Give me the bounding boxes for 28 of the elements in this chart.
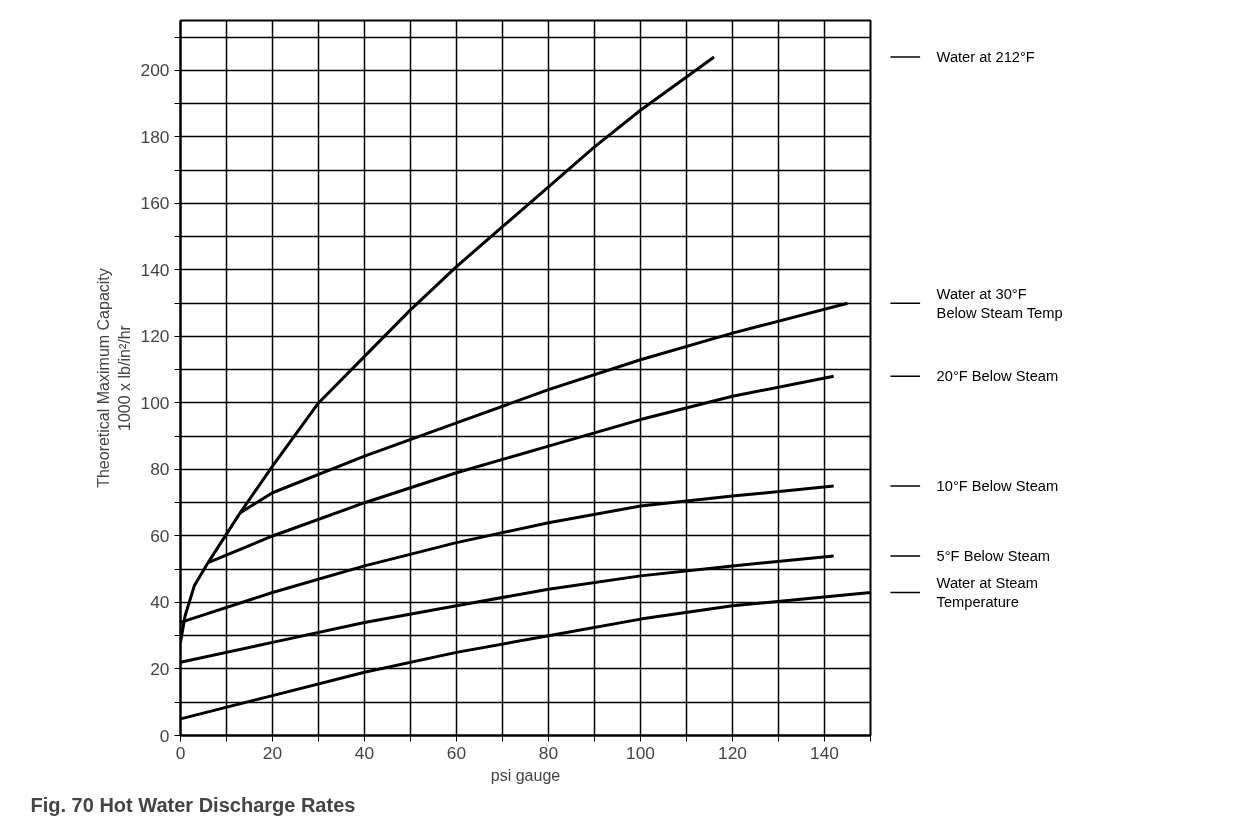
legend-label: 10°F Below Steam xyxy=(936,478,1059,495)
y-axis-title: Theoretical Maximum Capacity 1000 x lb/in²/hr xyxy=(95,268,133,488)
legend-label: 20°F Below Steam xyxy=(936,368,1059,385)
y-tick-label: 140 xyxy=(140,259,170,280)
x-tick-label: 120 xyxy=(718,742,747,763)
legend-label: 5°F Below Steam xyxy=(936,547,1050,564)
y-tick-label: 20 xyxy=(150,658,170,679)
y-tick-label: 120 xyxy=(140,326,170,347)
x-tick-label: 60 xyxy=(446,742,467,763)
y-tick-label: 100 xyxy=(140,392,170,413)
y-tick-label: 40 xyxy=(150,592,170,613)
x-tick-label: 80 xyxy=(538,742,559,763)
y-tick-label: 80 xyxy=(150,459,170,480)
legend-label: Water at 30°F Below Steam Temp xyxy=(936,285,1063,321)
y-tick-label: 160 xyxy=(140,193,170,214)
x-tick-label: 100 xyxy=(626,742,655,763)
text: Fig. 70 Hot Water Discharge Rates xyxy=(30,793,356,816)
x-tick-label: 20 xyxy=(262,742,283,763)
x-tick-label: 0 xyxy=(175,742,186,763)
x-axis-title: psi gauge xyxy=(490,766,561,784)
legend-label: Water at 212°F xyxy=(936,49,1035,66)
y-tick-label: 200 xyxy=(140,60,170,81)
y-tick-label: 0 xyxy=(159,725,170,746)
x-tick-label: 40 xyxy=(354,742,375,763)
x-tick-label: 140 xyxy=(810,742,839,763)
y-tick-label: 180 xyxy=(140,126,170,147)
legend-label: Water at Steam Temperature xyxy=(936,574,1038,611)
y-tick-label: 60 xyxy=(150,525,170,546)
